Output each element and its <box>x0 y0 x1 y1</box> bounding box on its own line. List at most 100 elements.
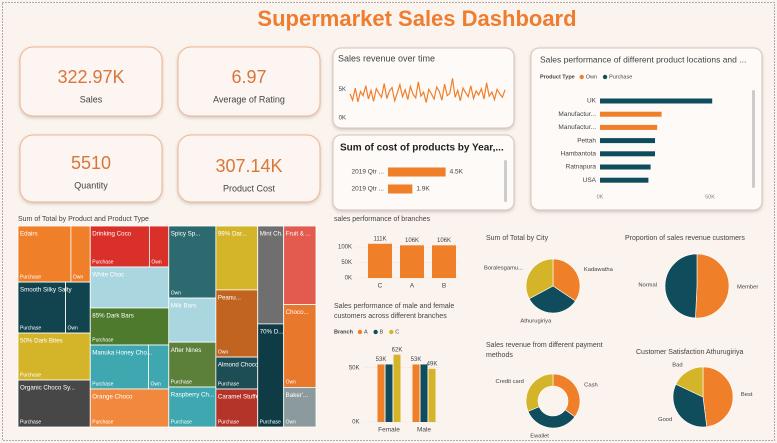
tile-type-label: Purchase <box>92 381 113 387</box>
tile-label: 70% D... <box>260 329 284 336</box>
kpi-card <box>19 134 163 203</box>
treemap-tile <box>215 356 259 390</box>
x-tick-label: Female <box>378 427 400 434</box>
chart-title: Customer Satisfaction Athurugiriya <box>636 349 743 356</box>
chart-title: Sales revenue from different payment met… <box>486 342 603 359</box>
treemap-tile <box>168 297 217 343</box>
treemap-tile <box>89 266 170 309</box>
tile-label: Baker'... <box>286 392 309 399</box>
y-tick-label: 0K <box>339 116 346 122</box>
x-tick-label: 0K <box>597 194 604 200</box>
slice-label: Bad <box>672 362 682 368</box>
tile-type-label: Purchase <box>92 259 113 265</box>
treemap-tile <box>257 323 285 428</box>
slice-label: Boralesgamu... <box>484 266 523 272</box>
y-tick-label: 100K <box>338 245 352 251</box>
slice-label: Credit card <box>496 379 524 385</box>
tile-label: Caramel Stuffed ... <box>218 394 270 401</box>
slice-label: Good <box>658 417 672 423</box>
kpi-card <box>177 46 321 117</box>
bar <box>385 364 393 422</box>
slice-label: Normal <box>638 283 657 289</box>
bar <box>600 98 713 104</box>
y-tick-label: 2019 Qtr ... <box>351 186 384 193</box>
scrollbar <box>752 90 755 188</box>
tile-label: Peanu... <box>218 295 241 302</box>
tile-label: 50% Dark Bites <box>20 338 63 345</box>
bar <box>400 245 424 278</box>
tile-label: White Choc <box>92 272 124 279</box>
chart-title: Sales performance of different product l… <box>540 54 746 64</box>
y-tick-label: 2019 Qtr ... <box>351 169 384 176</box>
tile-type-label: Purchase <box>218 419 239 425</box>
value-label: 4.5K <box>450 169 464 176</box>
x-tick-label: B <box>442 283 446 290</box>
treemap-tile <box>215 388 259 428</box>
legend-title: Product Type <box>540 74 575 80</box>
tile-type-label: Own <box>151 259 162 265</box>
treemap-tile <box>257 225 285 325</box>
legend-label: Own <box>586 74 597 80</box>
kpi-value: 307.14K <box>215 156 282 176</box>
slice-label: Kadawatha <box>584 267 614 273</box>
pie-slice <box>525 258 554 300</box>
bar <box>432 245 456 278</box>
kpi-label: Sales <box>80 94 103 104</box>
tile-type-label: Purchase <box>20 325 41 331</box>
tile-label: Milk Bars <box>171 303 196 310</box>
x-tick-label: 50K <box>705 194 715 200</box>
treemap-tile <box>89 388 170 428</box>
bar <box>600 164 651 170</box>
tile-label: Edairs <box>20 231 38 238</box>
value-label: 62K <box>392 347 403 353</box>
kpi-label: Quantity <box>74 180 108 190</box>
legend-label: C <box>395 329 399 335</box>
kpi-label: Product Cost <box>223 183 276 193</box>
bar <box>388 184 413 194</box>
kpi-cards: 322.97K Sales 6.97 Average of Rating 551… <box>19 46 321 203</box>
tile-type-label: Purchase <box>20 372 41 378</box>
tile-type-label: Purchase <box>92 419 113 425</box>
tile-type-label: Purchase <box>171 379 192 385</box>
treemap-tile <box>17 379 91 428</box>
value-label: 106K <box>405 238 419 244</box>
slice-label: Ewallet <box>530 433 549 439</box>
tile-label: After Nines <box>171 347 202 354</box>
tile-type-label: Own <box>68 325 79 331</box>
pie-slice <box>702 366 734 428</box>
tile-type-label: Own <box>171 290 182 296</box>
tile-label: Choco... <box>286 309 309 316</box>
y-tick-label: 5K <box>339 87 346 93</box>
tile-label: Organic Choco Sy... <box>20 385 75 392</box>
treemap-tile <box>89 225 150 268</box>
y-tick-label: 0K <box>345 276 352 282</box>
treemap-tile <box>168 225 217 299</box>
chart-title: sales performance of branches <box>334 216 431 223</box>
bar <box>600 111 662 117</box>
y-tick-label: Manufactur... <box>558 124 596 131</box>
legend-swatch <box>602 74 608 80</box>
chart-title: Sum of Total by Product and Product Type <box>18 216 149 223</box>
chart-title: Proportion of sales revenue customers <box>625 235 745 242</box>
kpi-card <box>177 134 321 203</box>
value-label: 111K <box>373 236 386 242</box>
chart-title: Sum of cost of products by Year,... <box>340 143 504 154</box>
value-label: 53K <box>411 357 422 363</box>
legend-swatch <box>373 329 378 335</box>
bar <box>377 364 385 422</box>
slice-label: Best <box>741 392 753 398</box>
treemap-tile <box>17 281 66 334</box>
tile-type-label: Purchase <box>218 381 239 387</box>
tile-label: Mint Ch... <box>260 231 287 238</box>
tile-type-label: Purchase <box>20 274 41 280</box>
tile-type-label: Purchase <box>260 419 281 425</box>
bar <box>393 354 401 422</box>
x-tick-label: A <box>410 283 415 290</box>
pie-slice <box>695 253 730 319</box>
tile-type-label: Own <box>286 419 297 425</box>
x-tick-label: C <box>378 283 383 290</box>
bar <box>600 138 655 144</box>
treemap-tile <box>283 225 317 305</box>
